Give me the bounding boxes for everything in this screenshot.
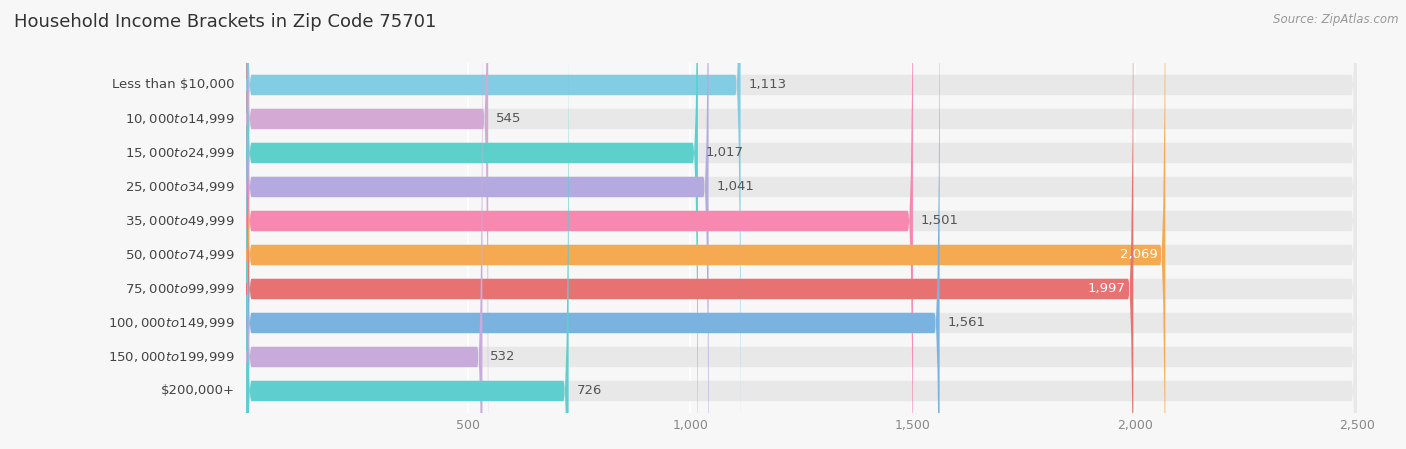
Text: 532: 532 [491, 351, 516, 364]
FancyBboxPatch shape [246, 0, 1357, 449]
FancyBboxPatch shape [246, 0, 568, 449]
Text: 1,041: 1,041 [717, 180, 755, 194]
FancyBboxPatch shape [246, 0, 1357, 449]
Text: $75,000 to $99,999: $75,000 to $99,999 [125, 282, 235, 296]
Text: Less than $10,000: Less than $10,000 [112, 79, 235, 92]
Text: 1,113: 1,113 [748, 79, 787, 92]
FancyBboxPatch shape [246, 0, 1357, 449]
Text: 1,501: 1,501 [921, 215, 959, 228]
FancyBboxPatch shape [246, 0, 1166, 449]
FancyBboxPatch shape [246, 0, 912, 449]
Text: $50,000 to $74,999: $50,000 to $74,999 [125, 248, 235, 262]
Text: $35,000 to $49,999: $35,000 to $49,999 [125, 214, 235, 228]
Text: 1,997: 1,997 [1087, 282, 1125, 295]
FancyBboxPatch shape [246, 0, 1357, 449]
Text: $150,000 to $199,999: $150,000 to $199,999 [108, 350, 235, 364]
Text: Source: ZipAtlas.com: Source: ZipAtlas.com [1274, 13, 1399, 26]
FancyBboxPatch shape [246, 0, 741, 449]
FancyBboxPatch shape [246, 0, 488, 449]
FancyBboxPatch shape [246, 0, 1357, 449]
Text: Household Income Brackets in Zip Code 75701: Household Income Brackets in Zip Code 75… [14, 13, 436, 31]
Text: $25,000 to $34,999: $25,000 to $34,999 [125, 180, 235, 194]
Text: $15,000 to $24,999: $15,000 to $24,999 [125, 146, 235, 160]
FancyBboxPatch shape [246, 0, 1357, 449]
FancyBboxPatch shape [246, 0, 1357, 449]
FancyBboxPatch shape [246, 0, 1357, 449]
FancyBboxPatch shape [246, 0, 939, 449]
Text: 1,017: 1,017 [706, 146, 744, 159]
Text: $200,000+: $200,000+ [160, 384, 235, 397]
Text: $10,000 to $14,999: $10,000 to $14,999 [125, 112, 235, 126]
Text: 1,561: 1,561 [948, 317, 986, 330]
FancyBboxPatch shape [246, 0, 1357, 449]
Text: 545: 545 [496, 112, 522, 125]
Text: $100,000 to $149,999: $100,000 to $149,999 [108, 316, 235, 330]
FancyBboxPatch shape [246, 0, 709, 449]
FancyBboxPatch shape [246, 0, 697, 449]
FancyBboxPatch shape [246, 0, 482, 449]
Text: 2,069: 2,069 [1119, 248, 1157, 261]
FancyBboxPatch shape [246, 0, 1133, 449]
FancyBboxPatch shape [246, 0, 1357, 449]
Text: 726: 726 [576, 384, 602, 397]
